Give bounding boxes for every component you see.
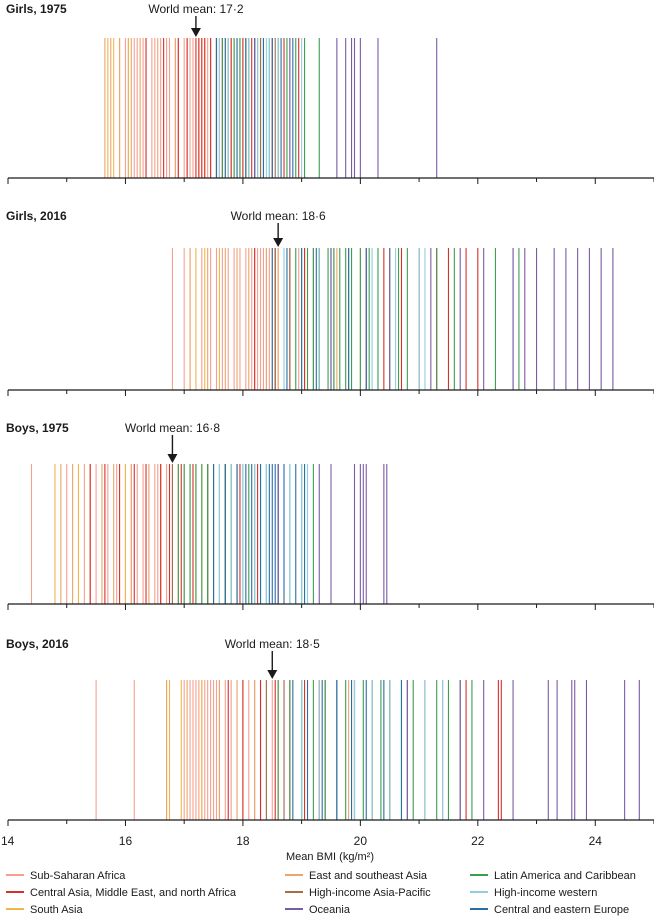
legend-label: East and southeast Asia (309, 870, 428, 882)
panel-title: Girls, 1975 (6, 2, 67, 16)
legend-label: Sub-Saharan Africa (30, 870, 126, 882)
legend-label: High-income Asia-Pacific (309, 887, 431, 899)
panel-title: Girls, 2016 (6, 209, 67, 223)
world-mean-arrow-icon (190, 28, 201, 37)
legend-item-hiw: High-income western (470, 887, 597, 899)
legend-label: Central Asia, Middle East, and north Afr… (30, 887, 237, 899)
world-mean-label: World mean: 18·6 (231, 209, 326, 223)
world-mean-arrow-icon (167, 454, 178, 463)
legend-item-oce: Oceania (285, 904, 351, 916)
legend-item-sa: South Asia (6, 904, 83, 916)
legend-item-cee: Central and eastern Europe (470, 904, 629, 916)
x-tick-label: 20 (354, 834, 368, 848)
world-mean-arrow-icon (273, 238, 284, 247)
legend-label: High-income western (494, 887, 597, 899)
x-tick-label: 16 (119, 834, 133, 848)
legend-item-ssa: Sub-Saharan Africa (6, 870, 126, 882)
x-tick-label: 14 (1, 834, 15, 848)
panel-4: Boys, 2016 World mean: 18·5 (6, 637, 654, 826)
panel-1: Girls, 1975 World mean: 17·2 (6, 2, 654, 184)
legend-item-hiap: High-income Asia-Pacific (285, 887, 431, 899)
legend-label: Central and eastern Europe (494, 904, 629, 916)
world-mean-label: World mean: 18·5 (225, 637, 320, 651)
legend-label: Oceania (309, 904, 351, 916)
x-tick-label: 24 (589, 834, 603, 848)
x-axis-label: Mean BMI (kg/m²) (286, 851, 374, 863)
legend-label: South Asia (30, 904, 83, 916)
legend-item-lac: Latin America and Caribbean (470, 870, 636, 882)
x-tick-label: 18 (236, 834, 250, 848)
panel-2: Girls, 2016 World mean: 18·6 (6, 209, 654, 396)
x-tick-label: 22 (471, 834, 485, 848)
world-mean-label: World mean: 17·2 (148, 2, 243, 16)
legend-item-cme: Central Asia, Middle East, and north Afr… (6, 887, 237, 899)
panel-title: Boys, 1975 (6, 421, 69, 435)
panel-title: Boys, 2016 (6, 637, 69, 651)
world-mean-label: World mean: 16·8 (125, 421, 220, 435)
panel-3: Boys, 1975 World mean: 16·8 (6, 421, 654, 610)
legend-label: Latin America and Caribbean (494, 870, 636, 882)
world-mean-arrow-icon (267, 670, 278, 679)
legend-item-esa: East and southeast Asia (285, 870, 428, 882)
